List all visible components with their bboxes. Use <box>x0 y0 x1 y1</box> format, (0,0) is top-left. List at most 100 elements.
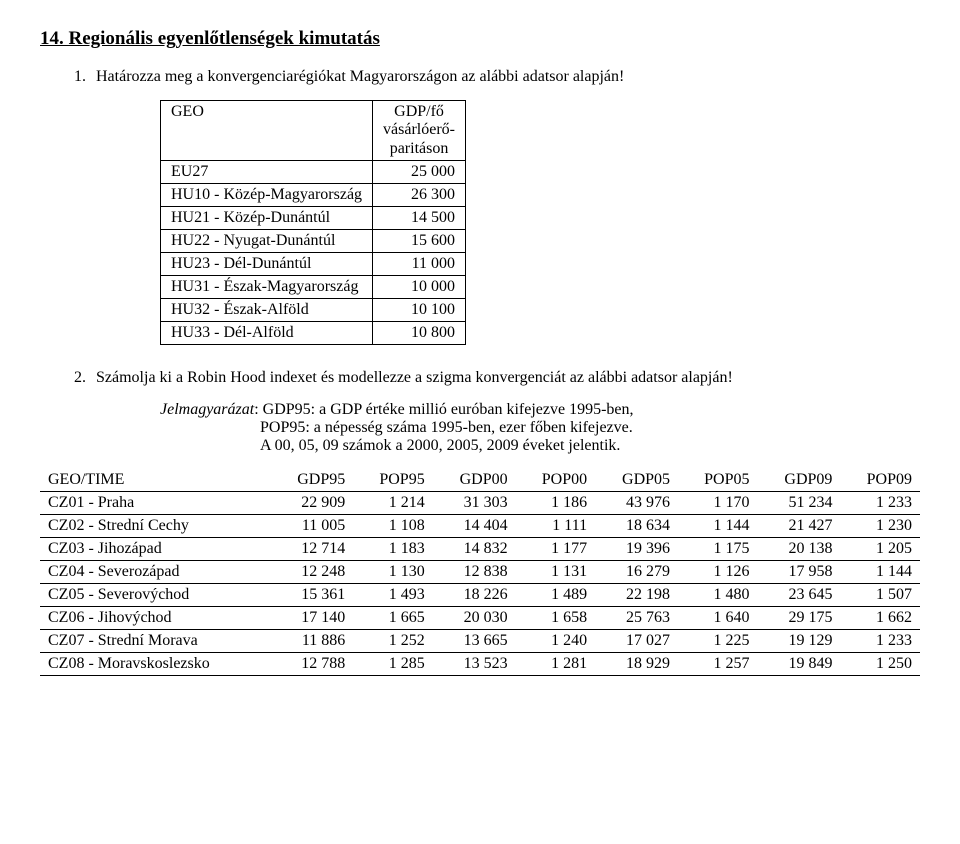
question-1-text: Határozza meg a konvergenciarégiókat Mag… <box>96 68 624 85</box>
table-row: CZ02 - Strední Cechy11 0051 10814 4041 1… <box>40 515 920 538</box>
t1-region-cell: HU10 - Közép-Magyarország <box>161 184 373 207</box>
t2-value-cell: 16 279 <box>595 561 678 584</box>
t1-value-cell: 14 500 <box>373 207 466 230</box>
t2-value-cell: 12 788 <box>270 653 353 676</box>
table-row: CZ07 - Strední Morava11 8861 25213 6651 … <box>40 630 920 653</box>
t1-region-cell: EU27 <box>161 161 373 184</box>
t2-region-cell: CZ02 - Strední Cechy <box>40 515 270 538</box>
t2-value-cell: 43 976 <box>595 492 678 515</box>
t2-region-cell: CZ03 - Jihozápad <box>40 538 270 561</box>
table-row: CZ03 - Jihozápad12 7141 18314 8321 17719… <box>40 538 920 561</box>
t1-header-gdp: GDP/fővásárlóerő-paritáson <box>373 101 466 161</box>
t2-value-cell: 1 230 <box>840 515 920 538</box>
t1-value-cell: 26 300 <box>373 184 466 207</box>
t2-value-cell: 1 130 <box>353 561 432 584</box>
t2-value-cell: 1 186 <box>516 492 595 515</box>
table-row: CZ04 - Severozápad12 2481 13012 8381 131… <box>40 561 920 584</box>
t2-value-cell: 1 233 <box>840 492 920 515</box>
t2-value-cell: 1 108 <box>353 515 432 538</box>
question-1: 1.Határozza meg a konvergenciarégiókat M… <box>74 68 920 86</box>
table-row: CZ05 - Severovýchod15 3611 49318 226 1 48… <box>40 584 920 607</box>
t1-region-cell: HU33 - Dél-Alföld <box>161 322 373 345</box>
t2-value-cell: 1 480 <box>678 584 757 607</box>
t1-value-cell: 25 000 <box>373 161 466 184</box>
t2-value-cell: 51 234 <box>758 492 841 515</box>
question-2: 2.Számolja ki a Robin Hood indexet és mo… <box>74 369 920 387</box>
t2-region-cell: CZ06 - Jihovýchod <box>40 607 270 630</box>
table-row: HU32 - Észak-Alföld10 100 <box>161 299 466 322</box>
t2-value-cell: 1 665 <box>353 607 432 630</box>
t2-value-cell: 12 838 <box>433 561 516 584</box>
t1-value-cell: 10 100 <box>373 299 466 322</box>
t1-value-cell: 15 600 <box>373 230 466 253</box>
table-row: HU10 - Közép-Magyarország26 300 <box>161 184 466 207</box>
table-row: HU22 - Nyugat-Dunántúl15 600 <box>161 230 466 253</box>
table-row: CZ01 - Praha22 9091 21431 3031 18643 976… <box>40 492 920 515</box>
t2-value-cell: 1 285 <box>353 653 432 676</box>
legend-line2: POP95: a népesség száma 1995-ben, ezer f… <box>260 419 920 437</box>
t2-value-cell: 1 250 <box>840 653 920 676</box>
t2-col-header: GDP00 <box>433 469 516 492</box>
table-row: HU33 - Dél-Alföld10 800 <box>161 322 466 345</box>
t2-value-cell: 14 404 <box>433 515 516 538</box>
t2-value-cell: 1 240 <box>516 630 595 653</box>
t2-value-cell: 13 665 <box>433 630 516 653</box>
t2-col-header: GDP05 <box>595 469 678 492</box>
t1-region-cell: HU21 - Közép-Dunántúl <box>161 207 373 230</box>
t2-value-cell: 18 226 <box>433 584 516 607</box>
t1-header-geo: GEO <box>161 101 373 161</box>
table-row: HU31 - Észak-Magyarország10 000 <box>161 276 466 299</box>
t2-value-cell: 1 111 <box>516 515 595 538</box>
t2-value-cell: 1 233 <box>840 630 920 653</box>
t2-value-cell: 1 662 <box>840 607 920 630</box>
t1-value-cell: 10 000 <box>373 276 466 299</box>
t2-value-cell: 11 005 <box>270 515 353 538</box>
table-row: CZ08 - Moravskoslezsko12 7881 28513 5231… <box>40 653 920 676</box>
t1-region-cell: HU23 - Dél-Dunántúl <box>161 253 373 276</box>
t2-value-cell: 1 507 <box>840 584 920 607</box>
t2-value-cell: 18 634 <box>595 515 678 538</box>
t2-region-cell: CZ04 - Severozápad <box>40 561 270 584</box>
t2-region-cell: CZ01 - Praha <box>40 492 270 515</box>
t2-value-cell: 1 493 <box>353 584 432 607</box>
t2-value-cell: 1 183 <box>353 538 432 561</box>
t2-col-header: POP00 <box>516 469 595 492</box>
t2-value-cell: 18 929 <box>595 653 678 676</box>
t2-value-cell: 1 225 <box>678 630 757 653</box>
t1-value-cell: 10 800 <box>373 322 466 345</box>
t2-value-cell: 1 658 <box>516 607 595 630</box>
t2-value-cell: 17 958 <box>758 561 841 584</box>
page-title: 14. Regionális egyenlőtlenségek kimutatá… <box>40 28 920 50</box>
t2-value-cell: 1 640 <box>678 607 757 630</box>
t1-region-cell: HU31 - Észak-Magyarország <box>161 276 373 299</box>
t2-value-cell: 22 909 <box>270 492 353 515</box>
t2-value-cell: 17 027 <box>595 630 678 653</box>
t2-value-cell: 1 177 <box>516 538 595 561</box>
t2-col-header: GDP95 <box>270 469 353 492</box>
cz-regions-table: GEO/TIMEGDP95POP95GDP00POP00GDP05POP05GD… <box>40 469 920 676</box>
t2-value-cell: 1 126 <box>678 561 757 584</box>
t2-value-cell: 1 252 <box>353 630 432 653</box>
legend-label: Jelmagyarázat <box>160 401 254 418</box>
t2-value-cell: 15 361 <box>270 584 353 607</box>
t2-value-cell: 17 140 <box>270 607 353 630</box>
t2-region-cell: CZ08 - Moravskoslezsko <box>40 653 270 676</box>
t2-value-cell: 14 832 <box>433 538 516 561</box>
t1-value-cell: 11 000 <box>373 253 466 276</box>
t2-value-cell: 13 523 <box>433 653 516 676</box>
t2-value-cell: 29 175 <box>758 607 841 630</box>
t2-value-cell: 1 144 <box>840 561 920 584</box>
t2-value-cell: 20 138 <box>758 538 841 561</box>
t2-value-cell: 1 281 <box>516 653 595 676</box>
t2-value-cell: 11 886 <box>270 630 353 653</box>
t2-value-cell: 12 248 <box>270 561 353 584</box>
t2-value-cell: 20 030 <box>433 607 516 630</box>
t2-region-cell: CZ05 - Severovýchod <box>40 584 270 607</box>
t2-value-cell: 19 129 <box>758 630 841 653</box>
question-1-number: 1. <box>74 68 96 86</box>
t2-col-header: GDP09 <box>758 469 841 492</box>
t2-value-cell: 1 257 <box>678 653 757 676</box>
t2-value-cell: 1 144 <box>678 515 757 538</box>
t2-value-cell: 1 131 <box>516 561 595 584</box>
question-2-text: Számolja ki a Robin Hood indexet és mode… <box>96 369 733 386</box>
